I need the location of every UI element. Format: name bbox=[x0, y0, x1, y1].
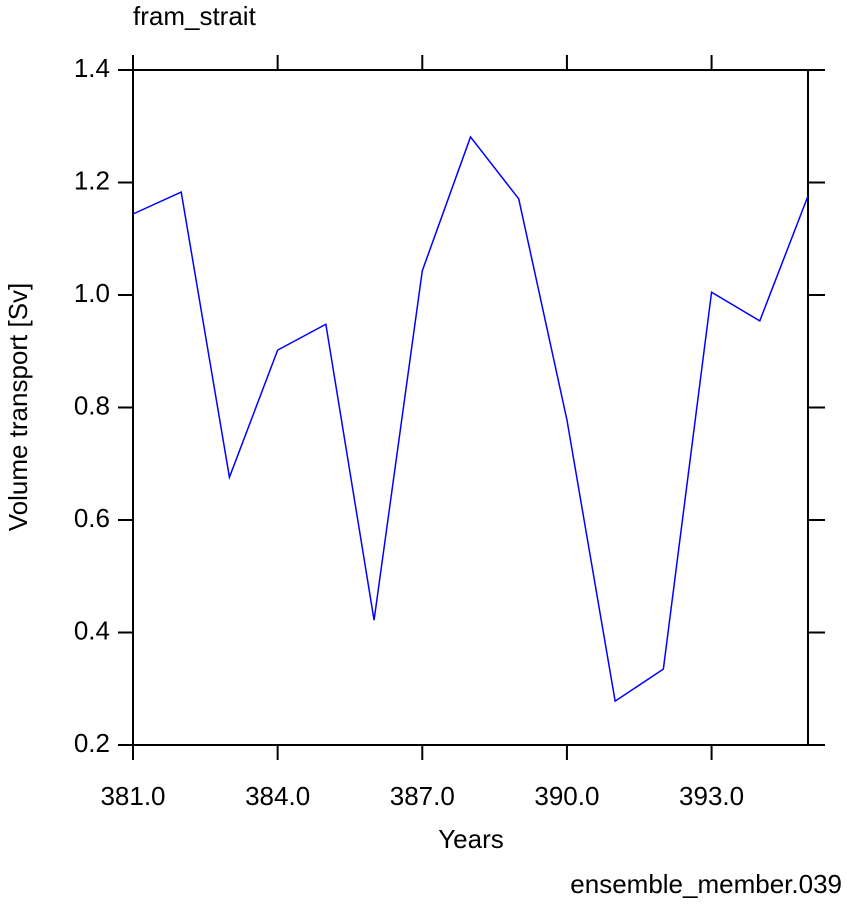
chart-title: fram_strait bbox=[133, 1, 257, 31]
x-tick-label: 393.0 bbox=[679, 781, 744, 811]
plot-frame bbox=[132, 69, 809, 746]
y-tick-label: 0.6 bbox=[74, 503, 110, 533]
y-axis-label: Volume transport [Sv] bbox=[3, 283, 33, 532]
y-tick-label: 0.2 bbox=[74, 728, 110, 758]
x-tick-label: 390.0 bbox=[534, 781, 599, 811]
y-tick-label: 1.2 bbox=[74, 165, 110, 195]
y-tick-label: 1.0 bbox=[74, 278, 110, 308]
data-line bbox=[132, 135, 809, 703]
y-tick-label: 0.8 bbox=[74, 390, 110, 420]
x-tick-label: 387.0 bbox=[390, 781, 455, 811]
y-tick-label: 1.4 bbox=[74, 53, 110, 83]
x-axis-label: Years bbox=[438, 824, 504, 854]
x-tick-label: 384.0 bbox=[245, 781, 310, 811]
x-tick-label: 381.0 bbox=[100, 781, 165, 811]
annotation: ensemble_member.039 bbox=[570, 869, 842, 899]
y-tick-label: 0.4 bbox=[74, 615, 110, 645]
